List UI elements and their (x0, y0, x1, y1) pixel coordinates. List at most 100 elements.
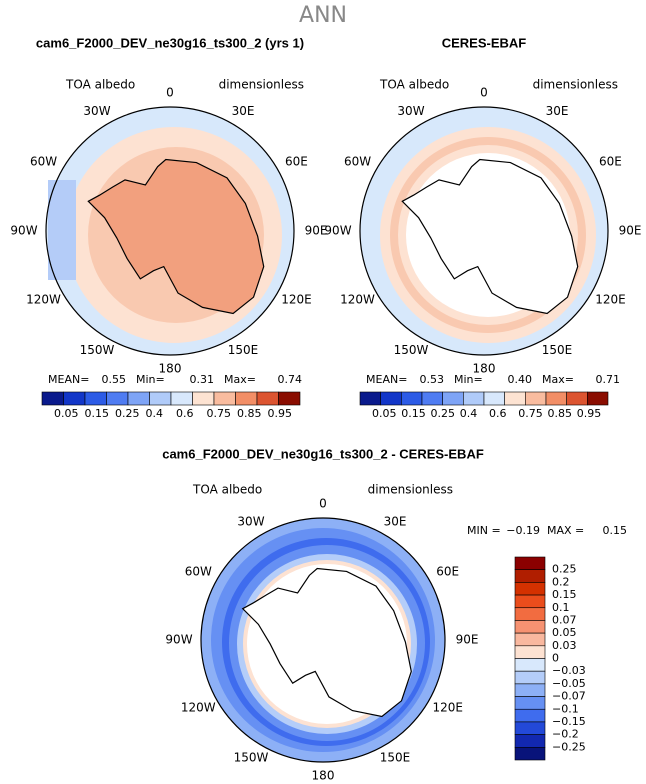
panel-title: cam6_F2000_DEV_ne30g16_ts300_2 (yrs 1) (36, 35, 304, 50)
stat-label: Min= (136, 373, 165, 386)
colorbar-box (278, 391, 301, 406)
colorbar-box (149, 391, 172, 406)
colorbar-box (514, 620, 546, 634)
colorbar-label: 0.25 (552, 563, 577, 576)
longitude-label: 60E (436, 565, 459, 579)
variable-label: TOA albedo (65, 78, 135, 92)
colorbar-label: 0.1 (552, 601, 570, 614)
colorbar-label: 0.25 (115, 407, 140, 420)
colorbar-label: 0.4 (460, 407, 478, 420)
stat-value: 0.74 (278, 373, 303, 386)
colorbar-label: 0.05 (54, 407, 79, 420)
longitude-label: 90W (10, 224, 37, 238)
longitude-label: 150W (394, 343, 429, 357)
stat-label: MIN = (467, 524, 501, 537)
colorbar-box (514, 607, 546, 621)
longitude-label: 0 (166, 86, 174, 100)
colorbar-label: 0.05 (552, 626, 577, 639)
colorbar-label: 0.75 (207, 407, 232, 420)
longitude-label: 60W (344, 155, 371, 169)
stat-label: Max= (542, 373, 574, 386)
longitude-label: 90W (324, 224, 351, 238)
colorbar-box (514, 721, 546, 735)
stat-label: Min= (454, 373, 483, 386)
units-label: dimensionless (219, 78, 304, 92)
colorbar-box (514, 645, 546, 659)
stat-label: Max= (224, 373, 256, 386)
polar-map (360, 107, 608, 355)
longitude-label: 30W (397, 104, 424, 118)
longitude-label: 120W (340, 293, 375, 307)
colorbar-label: −0.07 (552, 690, 586, 703)
longitude-label: 30E (546, 104, 569, 118)
colorbar-label: −0.05 (552, 677, 586, 690)
units-label: dimensionless (368, 483, 453, 497)
map-border (200, 517, 446, 763)
colorbar-box (442, 391, 464, 406)
colorbar-box (192, 391, 215, 406)
longitude-label: 30E (232, 104, 255, 118)
stat-value: 0.53 (420, 373, 445, 386)
longitude-label: 150E (542, 343, 573, 357)
longitude-label: 60E (599, 155, 622, 169)
stat-value: 0.55 (102, 373, 127, 386)
longitude-label: 150W (80, 343, 115, 357)
colorbar-label: 0.15 (401, 407, 426, 420)
longitude-label: 60W (30, 155, 57, 169)
longitude-label: 180 (312, 769, 335, 781)
colorbar-box (106, 391, 129, 406)
map-border (359, 106, 609, 356)
colorbar-box (514, 556, 546, 570)
colorbar-box (514, 670, 546, 685)
figure-title: ANN (299, 3, 347, 28)
colorbar-box (483, 391, 505, 406)
colorbar-box (514, 632, 546, 647)
longitude-label: 30E (384, 515, 407, 529)
stat-value: −0.19 (506, 524, 540, 537)
stat-value: 0.71 (596, 373, 621, 386)
polar-map (46, 107, 294, 355)
colorbar-box (256, 391, 279, 406)
panel-title: CERES-EBAF (442, 35, 527, 50)
colorbar-label: 0.85 (237, 407, 262, 420)
colorbar-box (421, 391, 443, 406)
colorbar-box (514, 582, 546, 596)
stat-value: 0.31 (190, 373, 215, 386)
colorbar-label: 0.07 (552, 613, 577, 626)
longitude-label: 120W (26, 293, 61, 307)
colorbar-box (525, 391, 547, 406)
colorbar-box (514, 594, 546, 609)
variable-label: TOA albedo (192, 483, 262, 497)
colorbar-label: −0.2 (552, 728, 579, 741)
longitude-label: 0 (319, 497, 327, 511)
colorbar-label: −0.15 (552, 715, 586, 728)
units-label: dimensionless (533, 78, 618, 92)
colorbar-box (63, 391, 86, 406)
colorbar-label: 0.03 (552, 639, 577, 652)
colorbar-box (359, 391, 381, 406)
colorbar-box (463, 391, 485, 406)
longitude-label: 150E (228, 343, 259, 357)
longitude-label: 120E (595, 293, 626, 307)
longitude-label: 30W (237, 515, 264, 529)
colorbar-label: 0.95 (268, 407, 293, 420)
colorbar-box (514, 569, 546, 583)
colorbar-label: 0.15 (552, 588, 577, 601)
longitude-label: 60E (285, 155, 308, 169)
colorbar-box (380, 391, 402, 406)
longitude-label: 30W (83, 104, 110, 118)
colorbar-label: 0.25 (431, 407, 456, 420)
longitude-label: 120E (432, 701, 463, 715)
stat-value: 0.15 (603, 524, 628, 537)
map-border (45, 106, 295, 356)
colorbar-box (514, 734, 546, 748)
colorbar-label: −0.03 (552, 664, 586, 677)
polar-map (201, 518, 445, 762)
longitude-label: 90E (305, 224, 328, 238)
colorbar-box (514, 683, 546, 697)
colorbar-label: 0 (552, 652, 559, 665)
longitude-label: 150W (234, 750, 269, 764)
colorbar-label: −0.1 (552, 702, 579, 715)
longitude-label: 0 (480, 86, 488, 100)
